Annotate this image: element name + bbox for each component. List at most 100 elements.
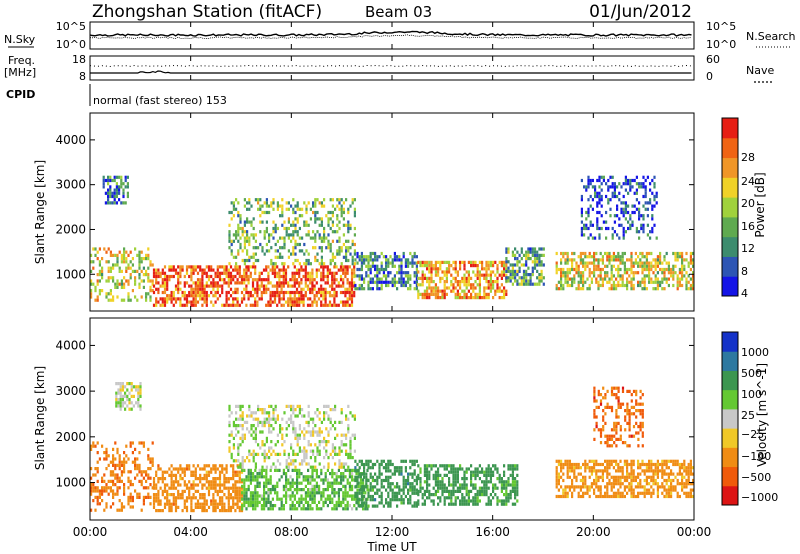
range-cell	[199, 496, 202, 500]
range-cell	[125, 279, 128, 283]
range-cell	[311, 303, 314, 307]
range-cell	[481, 264, 484, 268]
range-cell	[432, 289, 435, 293]
range-cell	[276, 239, 279, 243]
range-cell	[653, 194, 656, 199]
range-cell	[94, 298, 97, 302]
range-cell	[199, 290, 202, 295]
range-cell	[157, 271, 160, 275]
range-cell	[316, 210, 319, 215]
range-cell	[439, 473, 442, 477]
range-cell	[252, 500, 255, 504]
range-cell	[505, 480, 508, 484]
range-cell	[353, 417, 356, 421]
range-cell	[503, 483, 506, 487]
range-cell	[324, 265, 327, 269]
range-cell	[589, 204, 592, 208]
range-cell	[113, 194, 116, 199]
range-cell	[622, 210, 625, 215]
range-cell	[507, 493, 510, 497]
range-cell	[248, 258, 251, 263]
range-cell	[536, 263, 539, 267]
range-cell	[327, 220, 330, 224]
range-cell	[273, 300, 277, 304]
range-cell	[487, 473, 490, 477]
range-cell	[116, 486, 119, 490]
range-cell	[192, 473, 195, 477]
range-cell	[325, 440, 328, 444]
range-cell	[289, 294, 292, 298]
range-cell	[402, 482, 405, 486]
range-cell	[608, 261, 611, 265]
range-cell	[333, 300, 336, 304]
range-cell	[322, 481, 325, 485]
range-cell	[586, 277, 589, 281]
range-cell	[105, 250, 108, 254]
range-cell	[117, 382, 120, 386]
range-cell	[320, 440, 323, 444]
range-cell	[238, 274, 241, 279]
range-cell	[622, 233, 625, 237]
range-cell	[196, 300, 200, 304]
range-cell	[685, 271, 688, 275]
range-cell	[582, 271, 585, 275]
range-cell	[232, 201, 235, 205]
range-cell	[115, 175, 118, 179]
range-cell	[640, 182, 643, 186]
range-cell	[681, 261, 684, 265]
range-cell	[114, 473, 117, 477]
range-cell	[324, 281, 327, 285]
range-cell	[314, 236, 317, 240]
range-cell	[230, 201, 233, 205]
range-cell	[265, 452, 268, 456]
range-cell	[207, 464, 211, 468]
range-cell	[181, 265, 184, 269]
range-cell	[324, 478, 327, 482]
range-cell	[358, 491, 361, 495]
range-cell	[363, 501, 366, 505]
range-cell	[421, 273, 424, 277]
range-cell	[393, 277, 396, 281]
range-cell	[350, 271, 354, 275]
range-cell	[385, 283, 388, 288]
range-cell	[131, 257, 134, 261]
range-cell	[265, 287, 268, 291]
range-cell	[239, 242, 242, 247]
range-cell	[166, 502, 169, 506]
range-cell	[345, 449, 348, 453]
range-cell	[212, 467, 215, 471]
range-cell	[300, 497, 303, 501]
range-cell	[470, 260, 473, 264]
range-cell	[236, 502, 239, 506]
range-cell	[125, 460, 128, 464]
range-cell	[123, 483, 126, 487]
range-cell	[179, 300, 182, 304]
range-cell	[320, 258, 323, 263]
range-cell	[400, 261, 403, 265]
range-cell	[376, 267, 379, 272]
range-cell	[611, 194, 614, 199]
range-cell	[272, 449, 275, 453]
range-cell	[166, 278, 169, 282]
range-cell	[492, 296, 495, 300]
range-cell	[183, 303, 186, 307]
range-cell	[190, 290, 193, 295]
range-cell	[487, 467, 490, 471]
range-cell	[152, 268, 156, 272]
range-cell	[376, 475, 379, 479]
range-cell	[307, 252, 310, 256]
range-cell	[498, 477, 501, 481]
range-cell	[590, 277, 593, 281]
range-cell	[294, 242, 297, 247]
range-cell	[320, 303, 323, 307]
range-cell	[278, 294, 281, 298]
range-cell	[681, 251, 684, 256]
range-cell	[327, 433, 330, 437]
range-cell	[287, 417, 290, 421]
range-cell	[622, 226, 625, 231]
range-cell	[630, 255, 633, 259]
range-cell	[326, 278, 329, 282]
range-cell	[604, 251, 607, 256]
range-cell	[243, 242, 246, 247]
range-cell	[251, 281, 255, 285]
